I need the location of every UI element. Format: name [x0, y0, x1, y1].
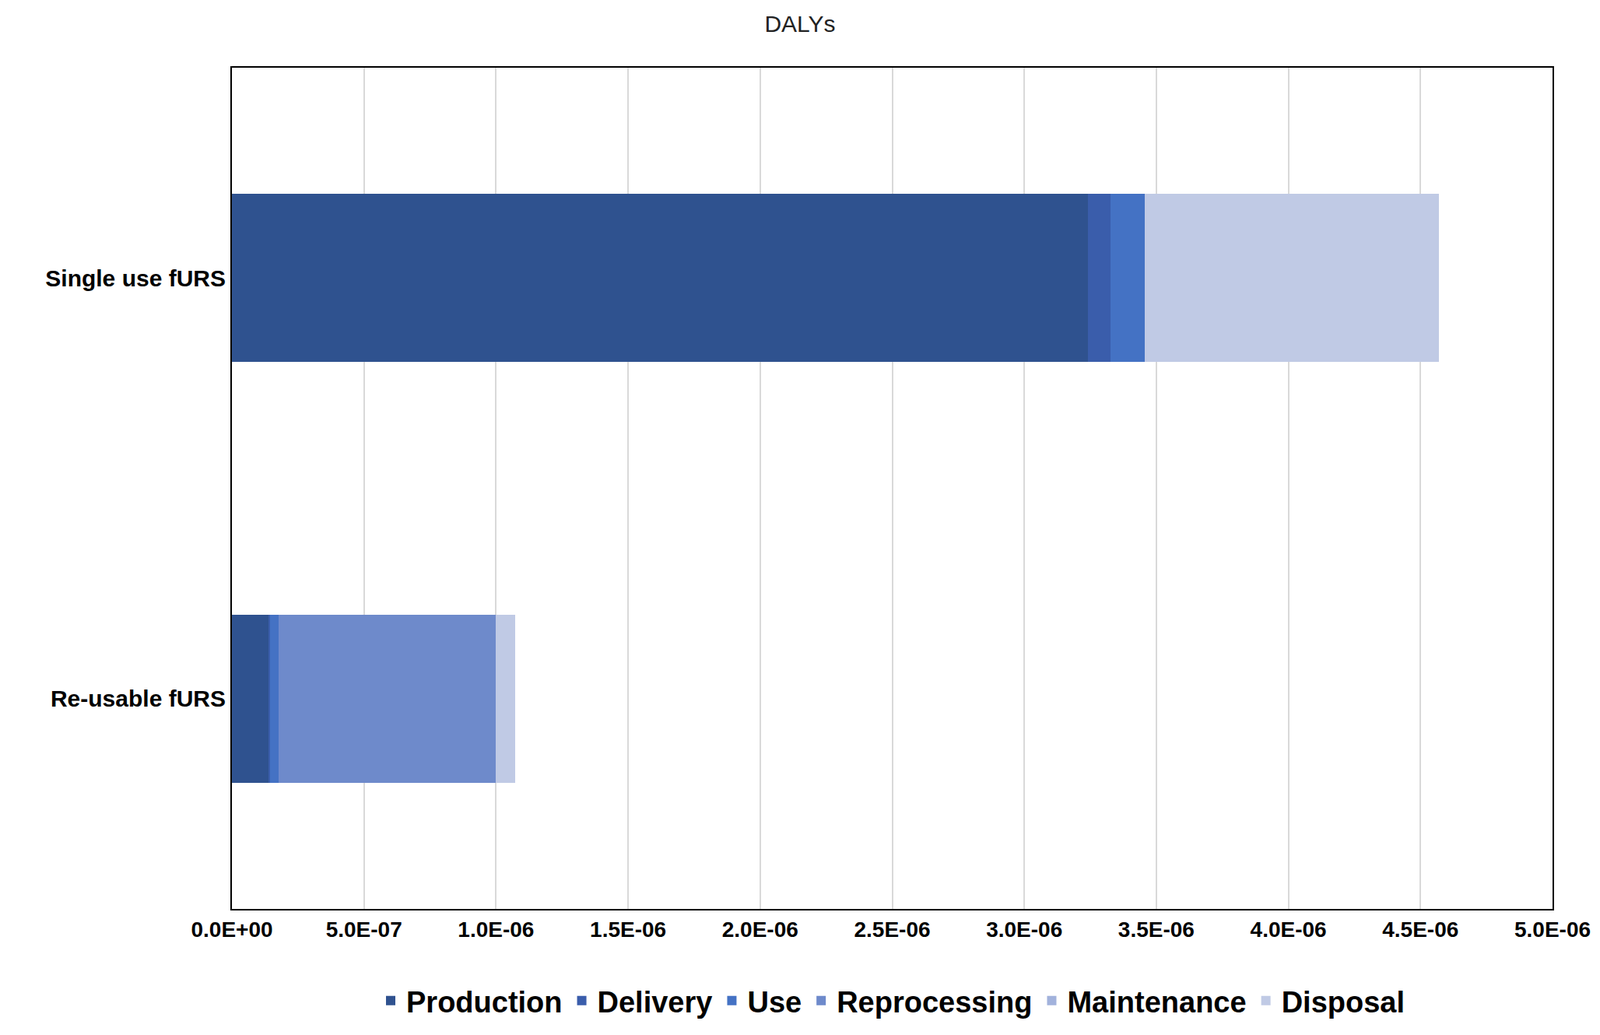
svg-text:Disposal: Disposal — [1281, 985, 1405, 1019]
svg-text:3.0E-06: 3.0E-06 — [985, 917, 1063, 942]
svg-text:Re-usable fURS: Re-usable fURS — [50, 685, 226, 712]
svg-text:Single use fURS: Single use fURS — [45, 265, 226, 292]
svg-text:4.0E-06: 4.0E-06 — [1250, 917, 1327, 942]
svg-text:1.5E-06: 1.5E-06 — [589, 917, 667, 942]
svg-text:Use: Use — [747, 985, 802, 1019]
svg-text:2.5E-06: 2.5E-06 — [853, 917, 930, 942]
svg-text:0.0E+00: 0.0E+00 — [190, 917, 273, 942]
svg-text:4.5E-06: 4.5E-06 — [1382, 917, 1459, 942]
svg-text:DALYs: DALYs — [764, 10, 836, 37]
svg-text:Maintenance: Maintenance — [1066, 985, 1246, 1019]
svg-text:3.5E-06: 3.5E-06 — [1118, 917, 1195, 942]
svg-text:Delivery: Delivery — [597, 985, 713, 1019]
svg-text:2.0E-06: 2.0E-06 — [722, 917, 799, 942]
svg-text:Production: Production — [406, 985, 563, 1019]
svg-text:5.0E-06: 5.0E-06 — [1514, 917, 1591, 942]
svg-text:5.0E-07: 5.0E-07 — [326, 917, 403, 942]
svg-text:1.0E-06: 1.0E-06 — [457, 917, 534, 942]
svg-text:Reprocessing: Reprocessing — [836, 985, 1032, 1019]
